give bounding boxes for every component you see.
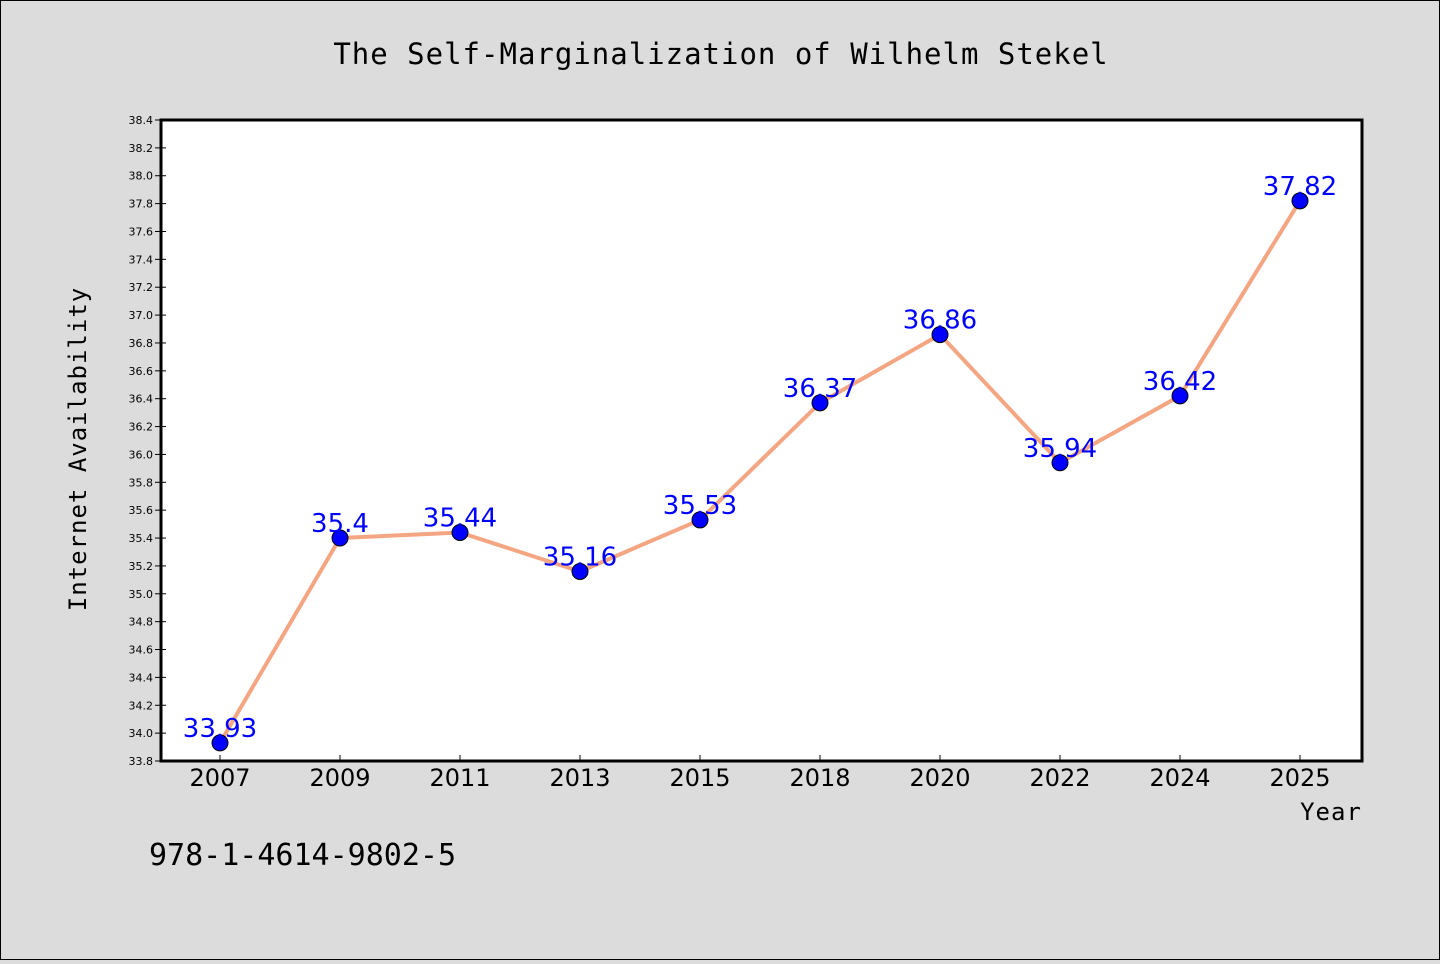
plot-area (159, 118, 1364, 763)
x-tick-label: 2020 (909, 764, 970, 792)
x-tick-label: 2011 (429, 764, 490, 792)
x-tick-label: 2024 (1149, 764, 1210, 792)
data-label-2025: 37.82 (1263, 172, 1337, 202)
y-tick-label: 37.6 (129, 225, 154, 238)
y-tick-label: 36.8 (129, 337, 154, 350)
y-tick-label: 34.4 (129, 671, 154, 684)
y-tick-label: 37.2 (129, 281, 154, 294)
x-tick-label: 2009 (309, 764, 370, 792)
y-tick-label: 36.6 (129, 365, 154, 378)
data-label-2015: 35.53 (663, 491, 737, 521)
data-point-2024 (1171, 387, 1189, 405)
y-tick-label: 34.2 (129, 699, 154, 712)
data-label-2022: 35.94 (1023, 434, 1097, 464)
data-point-2011 (451, 523, 469, 541)
series-markers (211, 192, 1309, 752)
y-tick-label: 35.0 (129, 588, 154, 601)
footnote-isbn: 978-1-4614-9802-5 (149, 838, 456, 873)
y-tick-label: 38.4 (129, 114, 154, 127)
y-tick-label: 35.4 (129, 532, 154, 545)
series-polyline (218, 198, 1302, 745)
series-line (218, 198, 1302, 745)
x-tick-label: 2018 (789, 764, 850, 792)
y-tick-label: 35.2 (129, 560, 154, 573)
x-tick-label: 2015 (669, 764, 730, 792)
y-tick-label: 34.8 (129, 616, 154, 629)
chart-title: The Self-Marginalization of Wilhelm Stek… (333, 37, 1108, 71)
y-tick-label: 37.4 (129, 253, 154, 266)
x-axis-label: Year (1300, 798, 1362, 826)
y-tick-label: 34.6 (129, 644, 154, 657)
data-point-2009 (331, 529, 349, 547)
data-point-2007 (211, 734, 229, 752)
y-tick-label: 33.8 (129, 755, 154, 768)
data-point-2022 (1051, 454, 1069, 472)
data-point-2015 (691, 511, 709, 529)
y-tick-label: 37.8 (129, 198, 154, 211)
data-label-2020: 36.86 (903, 306, 977, 336)
y-tick-label: 37.0 (129, 309, 154, 322)
x-tick-label: 2007 (189, 764, 250, 792)
y-tick-label: 38.2 (129, 142, 154, 155)
y-axis-label: Internet Availability (64, 287, 92, 611)
y-axis: 33.8 34.0 34.2 34.4 34.6 34.8 35.0 35.2 35.4 35.6… (129, 114, 166, 768)
data-labels: 33.93 35.4 35.44 35.16 35.53 36.37 36.86 35.94 3… (183, 172, 1337, 744)
x-tick-label: 2022 (1029, 764, 1090, 792)
x-tick-label: 2025 (1269, 764, 1330, 792)
y-tick-label: 36.2 (129, 421, 154, 434)
x-tick-label: 2013 (549, 764, 610, 792)
data-label-2018: 36.37 (783, 374, 857, 404)
data-label-2013: 35.16 (543, 542, 617, 572)
x-axis: 2007 2009 2011 2013 2015 2018 2020 2022 2024 2025 (189, 755, 1331, 792)
y-tick-label: 38.0 (129, 170, 154, 183)
y-tick-label: 36.4 (129, 393, 154, 406)
data-point-2018 (811, 394, 829, 412)
data-point-2013 (571, 562, 589, 580)
data-label-2024: 36.42 (1143, 367, 1217, 397)
data-point-2020 (931, 326, 949, 344)
y-tick-label: 35.6 (129, 504, 154, 517)
y-tick-label: 34.0 (129, 727, 154, 740)
data-label-2009: 35.4 (311, 509, 369, 539)
y-tick-label: 36.0 (129, 448, 154, 461)
data-label-2011: 35.44 (423, 503, 497, 533)
data-point-2025 (1291, 192, 1309, 210)
data-label-2007: 33.93 (183, 714, 257, 744)
y-tick-label: 35.8 (129, 476, 154, 489)
